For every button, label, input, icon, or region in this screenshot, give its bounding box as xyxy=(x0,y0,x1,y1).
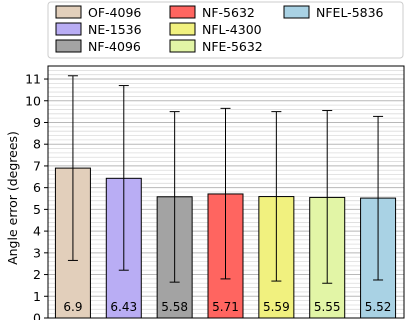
bar-value-label: 6.9 xyxy=(63,300,82,314)
y-tick-label: 11 xyxy=(25,72,41,87)
legend-label-nfel-5836: NFEL-5836 xyxy=(316,5,384,20)
y-axis: 0 1 2 3 4 5 6 7 8 9 10 11 xyxy=(25,72,48,320)
legend-swatch-nfel-5836 xyxy=(283,5,310,19)
y-tick-label: 4 xyxy=(33,224,41,239)
y-tick-label: 2 xyxy=(33,267,41,282)
bar-value-label: 5.71 xyxy=(212,300,239,314)
bar-value-label: 5.59 xyxy=(263,300,290,314)
y-tick-label: 6 xyxy=(33,180,41,195)
legend-swatch-nf-4096 xyxy=(55,39,82,53)
y-tick-label: 3 xyxy=(33,245,41,260)
legend-label-nf-4096: NF-4096 xyxy=(88,39,141,54)
legend-swatch-nf-5632 xyxy=(169,5,196,19)
legend-swatch-nfl-4300 xyxy=(169,22,196,36)
y-tick-label: 8 xyxy=(33,137,41,152)
y-tick-label: 0 xyxy=(33,311,41,320)
legend-swatch-of-4096 xyxy=(55,5,82,19)
bar-value-label: 5.58 xyxy=(161,300,188,314)
y-tick-label: 10 xyxy=(25,93,41,108)
bar-value-label: 5.55 xyxy=(314,300,341,314)
y-axis-title: Angle error (degrees) xyxy=(5,131,20,265)
legend-label-ne-1536: NE-1536 xyxy=(88,22,142,37)
bar-value-label: 5.52 xyxy=(365,300,392,314)
y-tick-label: 5 xyxy=(33,202,41,217)
legend-swatch-ne-1536 xyxy=(55,22,82,36)
plot-frame xyxy=(47,65,405,319)
y-tick-label: 7 xyxy=(33,158,41,173)
bar-value-label: 6.43 xyxy=(110,300,137,314)
legend-box xyxy=(47,1,404,59)
legend-label-nfe-5632: NFE-5632 xyxy=(202,39,263,54)
error-bars-group xyxy=(67,75,384,284)
legend-label-of-4096: OF-4096 xyxy=(88,5,141,20)
y-tick-label: 1 xyxy=(33,289,41,304)
bar-value-labels: 6.9 6.43 5.58 5.71 5.59 5.55 5.52 xyxy=(63,300,391,314)
y-tick-label: 9 xyxy=(33,115,41,130)
legend-label-nf-5632: NF-5632 xyxy=(202,5,255,20)
legend-label-nfl-4300: NFL-4300 xyxy=(202,22,262,37)
legend-swatch-nfe-5632 xyxy=(169,39,196,53)
legend: OF-4096 NE-1536 NF-4096 NF-5632 NFL-4300 NFE-… xyxy=(47,1,404,59)
